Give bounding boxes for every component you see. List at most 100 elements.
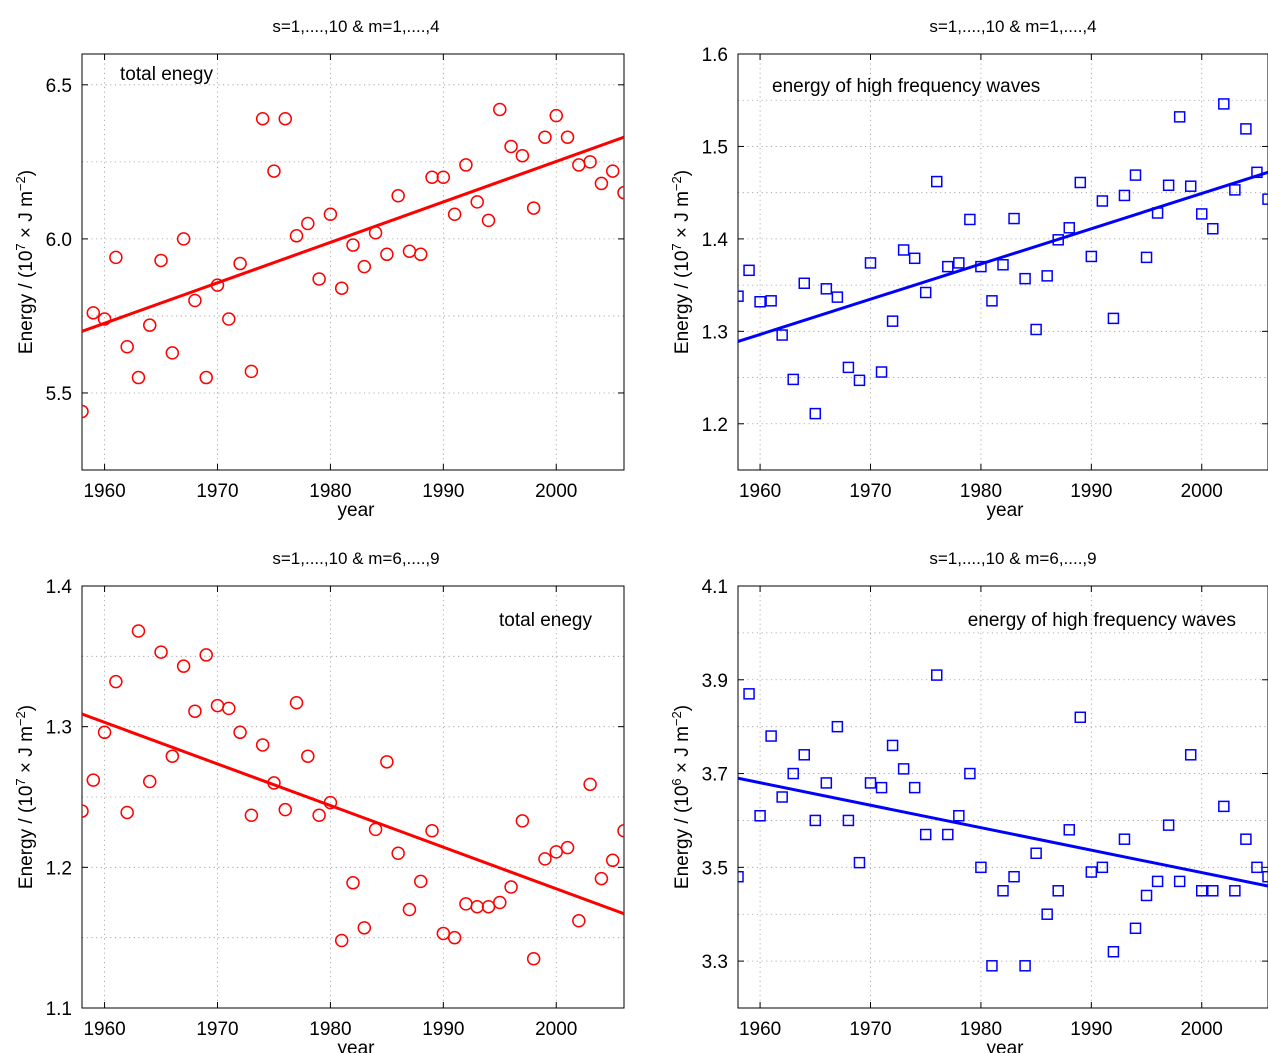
x-tick-label: 1960 <box>739 481 781 502</box>
data-point <box>986 960 998 972</box>
grid <box>82 54 624 470</box>
data-point <box>131 624 146 638</box>
data-point <box>738 870 744 883</box>
data-point <box>919 828 932 841</box>
y-axis-label: Energy / (107 × J m−2) <box>669 170 694 354</box>
data-point <box>583 777 597 792</box>
data-point <box>875 781 888 794</box>
data-point <box>997 259 1009 271</box>
data-point <box>380 247 394 262</box>
x-tick-label: 2000 <box>1181 481 1223 502</box>
data-point <box>368 822 383 837</box>
panel-3: 1960 1970 1980 1990 2000 1.1 1.2 1.3 1.4 s=1,....… <box>13 549 625 1053</box>
data-point <box>1251 166 1263 179</box>
data-point <box>425 170 439 185</box>
data-point <box>1151 207 1164 219</box>
y-tick-label: 6.0 <box>46 230 72 251</box>
data-point <box>1218 800 1230 813</box>
data-point <box>267 164 281 178</box>
data-point <box>459 158 473 172</box>
annotation: energy of high frequency waves <box>968 610 1236 631</box>
data-point <box>964 213 976 226</box>
data-point <box>1041 270 1053 282</box>
trend-line <box>82 135 624 333</box>
data-point <box>391 846 405 861</box>
data-point <box>560 840 575 855</box>
x-tick-label: 1990 <box>422 481 464 502</box>
data-point <box>334 933 349 948</box>
data-point <box>1019 272 1031 285</box>
y-tick-label: 1.2 <box>702 415 728 436</box>
y-tick-label: 1.6 <box>702 45 728 66</box>
data-point <box>831 720 844 733</box>
data-point <box>842 361 855 374</box>
data-point <box>1063 824 1075 836</box>
data-point <box>842 814 855 827</box>
x-tick-label: 1960 <box>739 1019 781 1040</box>
data-point <box>82 404 89 419</box>
data-point <box>538 130 552 144</box>
data-point <box>176 659 191 673</box>
data-point <box>942 828 954 841</box>
data-point <box>154 645 168 659</box>
data-point <box>853 374 866 387</box>
data-point <box>897 244 910 256</box>
data-point <box>1240 123 1252 135</box>
data-point <box>97 725 112 740</box>
data-point <box>572 914 586 928</box>
data-point <box>1107 945 1120 958</box>
data-point <box>738 290 744 302</box>
data-point <box>131 370 146 385</box>
data-point <box>1052 885 1064 897</box>
data-point <box>481 213 496 228</box>
grid <box>738 586 1268 1008</box>
data-point <box>470 899 484 914</box>
data-point <box>1173 111 1186 123</box>
data-point <box>765 295 777 307</box>
data-point <box>1129 922 1142 935</box>
data-point <box>301 216 315 231</box>
data-point <box>853 856 866 869</box>
data-point <box>312 808 326 823</box>
data-point <box>798 749 810 761</box>
data-point <box>414 247 428 262</box>
chart-title: s=1,....,10 & m=1,....,4 <box>929 17 1096 36</box>
panel-1: 1960 1970 1980 1990 2000 5.5 6.0 6.5 s=1,....,10… <box>13 17 625 521</box>
y-tick-label: 6.5 <box>46 76 72 97</box>
data-point <box>436 926 451 941</box>
data-point <box>278 802 292 817</box>
data-point <box>1107 312 1120 325</box>
data-point <box>526 952 541 966</box>
data-point <box>526 201 541 215</box>
data-point <box>447 930 462 945</box>
data-point <box>504 139 518 154</box>
data-point <box>931 669 943 681</box>
data-point <box>1008 870 1020 883</box>
chart-title: s=1,....,10 & m=6,....,9 <box>272 549 439 568</box>
data-point <box>391 188 405 203</box>
data-point <box>787 373 799 386</box>
data-point <box>820 283 833 295</box>
x-tick-label: 1990 <box>422 1019 464 1040</box>
x-tick-label: 1970 <box>196 1019 238 1040</box>
grid <box>82 586 624 1008</box>
data-point <box>776 791 788 803</box>
data-point <box>86 773 101 787</box>
data-point <box>809 814 822 827</box>
data-point <box>560 130 575 144</box>
data-point <box>1074 711 1087 724</box>
data-point <box>504 880 518 894</box>
data-point <box>908 252 921 265</box>
data-point <box>617 185 624 200</box>
data-point <box>1096 861 1109 874</box>
data-point <box>120 805 134 820</box>
y-axis-label: Energy / (106 × J m−2) <box>669 705 694 889</box>
data-point <box>1207 222 1219 235</box>
data-point <box>886 315 899 327</box>
data-point <box>255 111 270 126</box>
data-point <box>165 749 180 763</box>
data-point <box>997 885 1009 897</box>
x-tick-label: 1980 <box>960 481 1002 502</box>
chart-title: s=1,....,10 & m=6,....,9 <box>929 549 1096 568</box>
data-point <box>1207 885 1219 897</box>
